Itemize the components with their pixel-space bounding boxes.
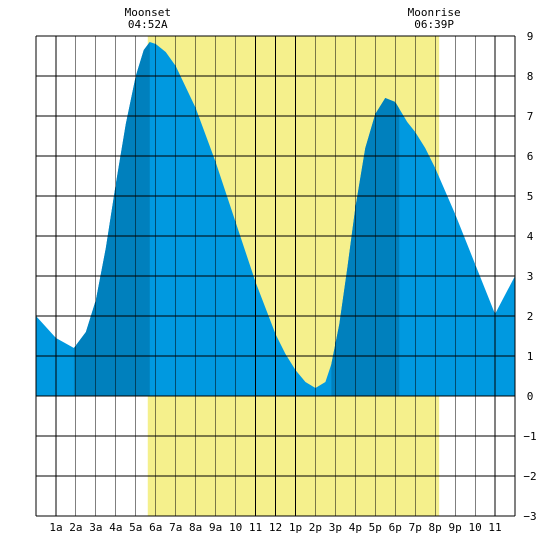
y-tick-label: 3	[527, 270, 534, 283]
x-tick-label: 8a	[189, 521, 202, 534]
y-tick-label: 4	[527, 230, 534, 243]
x-tick-label: 5p	[369, 521, 382, 534]
y-tick-label: 5	[527, 190, 534, 203]
y-tick-label: −2	[523, 470, 536, 483]
y-tick-label: 0	[527, 390, 534, 403]
x-tick-label: 4p	[349, 521, 362, 534]
moon-event-label: Moonrise	[408, 6, 461, 19]
y-tick-label: 7	[527, 110, 534, 123]
x-tick-label: 5a	[129, 521, 142, 534]
x-tick-label: 6a	[149, 521, 162, 534]
x-tick-label: 11	[488, 521, 501, 534]
y-tick-label: 1	[527, 350, 534, 363]
x-tick-label: 10	[468, 521, 481, 534]
x-tick-label: 2a	[69, 521, 82, 534]
x-tick-label: 3p	[329, 521, 342, 534]
x-tick-label: 9p	[449, 521, 462, 534]
x-tick-label: 4a	[109, 521, 122, 534]
y-tick-label: 2	[527, 310, 534, 323]
y-tick-label: −3	[523, 510, 536, 523]
x-tick-label: 11	[249, 521, 262, 534]
x-tick-label: 3a	[89, 521, 102, 534]
y-tick-label: −1	[523, 430, 536, 443]
moon-event-time: 04:52A	[128, 18, 168, 31]
y-tick-label: 6	[527, 150, 534, 163]
x-tick-label: 9a	[209, 521, 222, 534]
y-tick-label: 9	[527, 30, 534, 43]
y-tick-label: 8	[527, 70, 534, 83]
x-tick-label: 6p	[389, 521, 402, 534]
moon-event-label: Moonset	[125, 6, 171, 19]
grid-layer	[35, 35, 516, 517]
x-tick-label: 1p	[289, 521, 302, 534]
x-tick-label: 2p	[309, 521, 322, 534]
x-tick-label: 8p	[429, 521, 442, 534]
x-tick-label: 12	[269, 521, 282, 534]
x-tick-label: 7p	[409, 521, 422, 534]
x-tick-label: 7a	[169, 521, 182, 534]
x-tick-label: 1a	[49, 521, 62, 534]
moon-event-time: 06:39P	[414, 18, 454, 31]
x-tick-label: 10	[229, 521, 242, 534]
